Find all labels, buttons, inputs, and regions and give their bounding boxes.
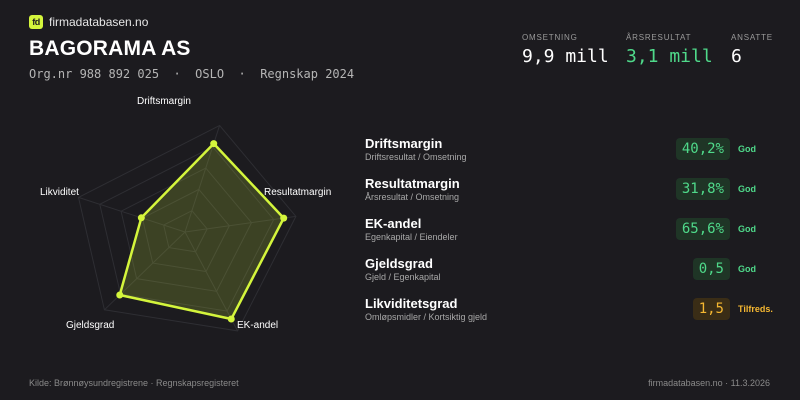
metric-formula: Driftsresultat / Omsetning <box>365 152 467 162</box>
company-name: BAGORAMA AS <box>29 37 191 60</box>
radar-point-gjeldsgrad <box>116 291 124 299</box>
kpi-omsetning: OMSETNING 9,9 mill <box>522 33 609 67</box>
kpi-arsresultat: ÅRSRESULTAT 3,1 mill <box>626 33 713 67</box>
metric-row-likviditetsgrad: Likviditetsgrad Omløpsmidler / Kortsikti… <box>365 296 775 336</box>
radar-axis-label-driftsmargin: Driftsmargin <box>137 96 191 107</box>
brand: fd firmadatabasen.no <box>29 15 148 29</box>
metric-status: God <box>738 264 756 274</box>
metric-value-badge: 40,2% <box>675 138 730 160</box>
metric-name: Driftsmargin <box>365 136 443 151</box>
metric-row-ek-andel: EK-andel Egenkapital / Eiendeler 65,6% G… <box>365 216 775 256</box>
metric-row-driftsmargin: Driftsmargin Driftsresultat / Omsetning … <box>365 136 775 176</box>
radar-grid-ring <box>99 146 275 312</box>
brand-logo-icon: fd <box>29 15 43 29</box>
radar-axis-line <box>184 215 296 233</box>
metric-status: God <box>738 144 756 154</box>
metric-row-gjeldsgrad: Gjeldsgrad Gjeld / Egenkapital 0,5 God <box>365 256 775 296</box>
radar-axis-line <box>184 231 239 332</box>
metric-formula: Egenkapital / Eiendeler <box>365 232 458 242</box>
radar-score-area <box>118 142 285 321</box>
radar-point-resultatmargin <box>280 214 288 222</box>
radar-axis-line <box>78 196 186 233</box>
radar-grid-ring <box>77 124 297 332</box>
metric-formula: Årsresultat / Omsetning <box>365 192 460 202</box>
radar-grid-ring <box>120 167 253 292</box>
metric-status: God <box>738 224 756 234</box>
metric-name: EK-andel <box>365 216 422 231</box>
metric-value-badge: 65,6% <box>675 218 730 240</box>
metric-name: Gjeldsgrad <box>365 256 433 271</box>
radar-point-ek-andel <box>227 315 235 323</box>
radar-axis-label-ek-andel: EK-andel <box>237 320 279 331</box>
metric-value-badge: 31,8% <box>675 178 730 200</box>
company-meta: Org.nr 988 892 025 · OSLO · Regnskap 202… <box>29 67 355 81</box>
metric-name: Likviditetsgrad <box>365 296 458 311</box>
metric-formula: Gjeld / Egenkapital <box>365 272 441 282</box>
radar-axis-label-gjeldsgrad: Gjeldsgrad <box>66 320 115 331</box>
radar-axis-label-resultatmargin: Resultatmargin <box>264 187 332 198</box>
kpi-label: ÅRSRESULTAT <box>626 33 692 42</box>
kpi-label: ANSATTE <box>731 33 773 42</box>
radar-grid-ring <box>141 188 230 273</box>
kpi-value: 6 <box>731 46 742 67</box>
metric-status: God <box>738 184 756 194</box>
brand-name[interactable]: firmadatabasen.no <box>49 15 149 29</box>
kpi-value: 9,9 mill <box>522 46 609 67</box>
radar-point-driftsmargin <box>210 140 218 148</box>
metrics-list: Driftsmargin Driftsresultat / Omsetning … <box>365 136 775 336</box>
metric-name: Resultatmargin <box>365 176 460 191</box>
kpi-label: OMSETNING <box>522 33 578 42</box>
radar-grid-ring <box>163 210 208 253</box>
radar-axis-label-likviditet: Likviditet <box>40 187 79 198</box>
radar-point-likviditet <box>137 214 145 222</box>
kpi-value: 3,1 mill <box>626 46 713 67</box>
footer-site-date[interactable]: firmadatabasen.no · 11.3.2026 <box>648 378 770 388</box>
footer-source: Kilde: Brønnøysundregistrene · Regnskaps… <box>29 378 239 388</box>
kpi-ansatte: ANSATTE 6 <box>731 33 773 67</box>
metric-status: Tilfreds. <box>738 304 773 314</box>
metric-value-badge: 1,5 <box>692 298 730 320</box>
metric-row-resultatmargin: Resultatmargin Årsresultat / Omsetning 3… <box>365 176 775 216</box>
metric-value-badge: 0,5 <box>692 258 730 280</box>
metric-formula: Omløpsmidler / Kortsiktig gjeld <box>365 312 488 322</box>
